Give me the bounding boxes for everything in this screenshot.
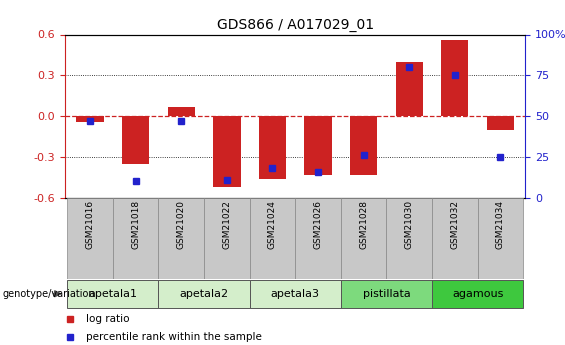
Bar: [305, 116, 332, 175]
Bar: [204, 198, 250, 279]
Bar: [350, 116, 377, 175]
Text: GSM21030: GSM21030: [405, 200, 414, 249]
Title: GDS866 / A017029_01: GDS866 / A017029_01: [216, 18, 374, 32]
Bar: [250, 280, 341, 308]
Text: genotype/variation: genotype/variation: [3, 289, 95, 299]
Text: GSM21026: GSM21026: [314, 200, 323, 249]
Text: GSM21032: GSM21032: [450, 200, 459, 249]
Bar: [158, 198, 204, 279]
Text: GSM21034: GSM21034: [496, 200, 505, 249]
Text: apetala1: apetala1: [88, 289, 137, 299]
Bar: [432, 280, 523, 308]
Text: GSM21022: GSM21022: [222, 200, 231, 249]
Bar: [113, 198, 158, 279]
Text: log ratio: log ratio: [86, 314, 129, 324]
Bar: [341, 280, 432, 308]
Text: GSM21028: GSM21028: [359, 200, 368, 249]
Text: apetala3: apetala3: [271, 289, 320, 299]
Text: percentile rank within the sample: percentile rank within the sample: [86, 332, 262, 342]
Bar: [477, 198, 523, 279]
Bar: [259, 116, 286, 179]
Bar: [396, 62, 423, 116]
Text: GSM21020: GSM21020: [177, 200, 186, 249]
Text: GSM21018: GSM21018: [131, 200, 140, 249]
Text: GSM21024: GSM21024: [268, 200, 277, 249]
Bar: [441, 40, 468, 116]
Bar: [432, 198, 477, 279]
Bar: [486, 116, 514, 130]
Bar: [158, 280, 250, 308]
Bar: [67, 198, 113, 279]
Text: GSM21016: GSM21016: [85, 200, 94, 249]
Bar: [168, 107, 195, 116]
Bar: [295, 198, 341, 279]
Bar: [122, 116, 149, 164]
Text: pistillata: pistillata: [363, 289, 410, 299]
Bar: [76, 116, 104, 121]
Bar: [67, 280, 158, 308]
Bar: [213, 116, 241, 187]
Text: apetala2: apetala2: [180, 289, 229, 299]
Text: agamous: agamous: [452, 289, 503, 299]
Bar: [341, 198, 386, 279]
Bar: [250, 198, 295, 279]
Bar: [386, 198, 432, 279]
